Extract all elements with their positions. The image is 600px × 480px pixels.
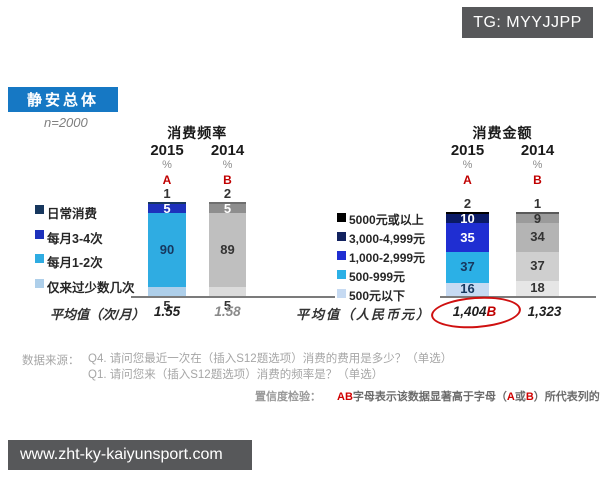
legend-swatch: [337, 270, 346, 279]
confidence-part-text2: ）所代表列的对应数据。: [533, 391, 600, 403]
column-year-label: 2014: [520, 142, 555, 159]
bar-segment: [148, 213, 186, 287]
axis-line: [131, 296, 335, 298]
significance-letter: A: [463, 173, 472, 187]
bar-segment: [209, 287, 246, 296]
chart-title: 消费频率: [167, 125, 228, 141]
confidence-part-ab: AB: [337, 391, 353, 403]
segment-value-label: 5: [163, 200, 171, 216]
segment-value-label: 89: [220, 242, 235, 257]
tg-watermark-label: TG: MYYJJPP: [473, 13, 582, 31]
legend-label: 5000元或以上: [349, 213, 424, 227]
average-label: 平均值（次/月）: [50, 307, 145, 322]
legend-swatch: [35, 205, 44, 214]
bar-segment: [516, 214, 559, 223]
bar-segment: [148, 287, 186, 296]
average-label: 平均值（人民币元）: [296, 307, 432, 322]
segment-value-label: 16: [460, 281, 475, 297]
bar-segment: [516, 251, 559, 281]
legend-swatch: [35, 254, 44, 263]
percent-symbol: %: [532, 159, 543, 171]
average-value: 1.55: [153, 304, 181, 319]
legend-label: 500-999元: [349, 270, 406, 284]
data-source-line-2: Q1. 请问您来（插入S12题选项）消费的频率是？（单选）: [88, 368, 384, 381]
significance-letter: A: [162, 173, 172, 187]
segment-value-label: 35: [460, 229, 475, 245]
percent-symbol: %: [222, 159, 233, 171]
bar-segment: [148, 204, 186, 213]
bar-segment: [516, 223, 559, 252]
legend-swatch: [337, 289, 346, 298]
bar-segment: [516, 212, 559, 214]
bar-segment: [446, 282, 489, 296]
segment-value-label: 9: [533, 210, 542, 226]
tg-watermark-box: TG: MYYJJPP: [462, 7, 593, 38]
bar-segment: [516, 280, 559, 296]
chart-title: 消费金额: [472, 125, 533, 141]
segment-value-label: 90: [159, 242, 175, 257]
column-year-label: 2014: [210, 142, 245, 159]
axis-line: [440, 296, 596, 298]
percent-symbol: %: [462, 159, 473, 171]
segment-value-label: 37: [530, 258, 545, 274]
legend-swatch: [337, 213, 346, 222]
confidence-label: 置信度检验：: [255, 391, 321, 403]
bar-top-value-label: 1: [163, 186, 171, 201]
segment-value-label: 34: [530, 229, 545, 245]
average-significance-suffix: B: [486, 304, 497, 319]
column-year-label: 2015: [450, 142, 485, 159]
confidence-part-text1: 字母表示该数据显著高于字母（: [352, 391, 507, 403]
data-source-line-1: Q4. 请问您最近一次在（插入S12题选项）消费的费用是多少？（单选）: [88, 353, 453, 365]
segment-value-label: 5: [223, 200, 232, 216]
significance-letter: B: [533, 173, 542, 187]
bar-segment: [209, 204, 246, 213]
legend-label: 3,000-4,999元: [349, 232, 426, 246]
watermark-url-label: www.zht-ky-kaiyunsport.com: [20, 446, 223, 463]
segment-value-label: 5: [163, 298, 171, 313]
segment-value-label: 10: [460, 210, 475, 226]
confidence-part-b: B: [525, 391, 534, 403]
legend-label: 日常消费: [47, 207, 98, 221]
bar-top-value-label: 2: [223, 186, 232, 201]
bar-segment: [209, 213, 246, 287]
bar-top-value-label: 1: [533, 196, 542, 211]
bar-segment: [209, 202, 246, 204]
bar-segment: [446, 212, 489, 214]
confidence-part-a: A: [506, 391, 515, 403]
legend-label: 1,000-2,999元: [349, 251, 426, 265]
bar-segment: [446, 214, 489, 223]
section-badge: 静安总体: [8, 87, 118, 112]
data-source-label: 数据来源：: [22, 355, 80, 367]
legend-swatch: [35, 278, 44, 288]
data-source-lines: Q4. 请问您最近一次在（插入S12题选项）消费的费用是多少？（单选） Q1. …: [88, 352, 452, 383]
legend-label: 仅来过少数几次: [47, 280, 135, 295]
watermark-url-bar: www.zht-ky-kaiyunsport.com: [8, 440, 252, 470]
legend-label: 每月1-2次: [47, 256, 103, 270]
segment-value-label: 5: [223, 298, 232, 313]
legend-label: 500元以下: [349, 289, 406, 303]
confidence-note: 置信度检验： AB字母表示该数据显著高于字母（A或B）所代表列的对应数据。: [255, 388, 600, 404]
sample-size-label: n=2000: [44, 115, 88, 130]
segment-value-label: 18: [530, 280, 545, 296]
bar-segment: [446, 252, 489, 283]
bar-top-value-label: 2: [463, 196, 472, 211]
column-year-label: 2015: [150, 142, 184, 159]
average-value: 1.58: [214, 304, 241, 319]
average-value: 1,323: [527, 304, 562, 319]
bar-segment: [148, 202, 186, 204]
legend-swatch: [337, 251, 346, 260]
legend-swatch: [35, 229, 44, 239]
legend-label: 每月3-4次: [47, 231, 103, 246]
bar-segment: [446, 223, 489, 253]
segment-value-label: 37: [460, 259, 475, 275]
confidence-part-or: 或: [514, 391, 526, 403]
average-value: 1,404B: [452, 304, 497, 319]
significance-letter: B: [223, 173, 232, 187]
section-badge-label: 静安总体: [26, 92, 99, 109]
percent-symbol: %: [162, 159, 172, 171]
legend-swatch: [337, 232, 346, 241]
